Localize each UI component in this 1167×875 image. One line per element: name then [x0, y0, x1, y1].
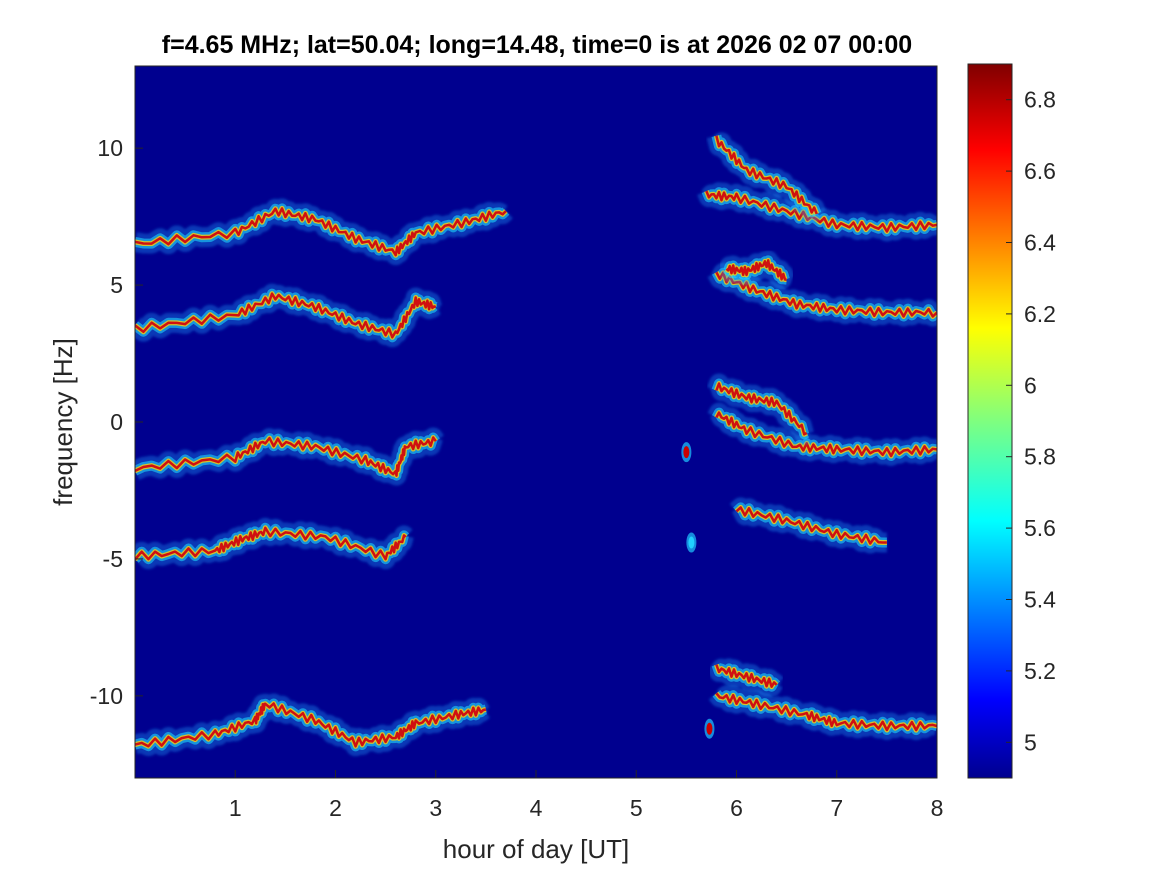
x-tick-label: 8 [931, 795, 944, 821]
trace-10 [135, 517, 414, 570]
spot-2 [706, 722, 713, 735]
colorbar-tick-label: 5.8 [1024, 444, 1056, 470]
trace-core [735, 506, 887, 545]
trace-core [135, 292, 437, 339]
colorbar-tick-label: 5.6 [1024, 515, 1056, 541]
x-tick-label: 6 [730, 795, 743, 821]
trace-5 [707, 262, 937, 327]
colorbar-tick-label: 5.2 [1024, 658, 1056, 684]
plot-area [135, 66, 937, 778]
y-tick-label: 10 [97, 135, 123, 161]
y-tick-label: -5 [103, 546, 123, 572]
x-tick-label: 5 [630, 795, 643, 821]
trace-8 [707, 402, 937, 466]
trace-core [135, 207, 507, 257]
trace-core [725, 259, 787, 281]
x-tick-label: 3 [429, 795, 442, 821]
colorbar-tick-label: 6 [1024, 372, 1037, 398]
trace-13 [708, 685, 937, 741]
y-tick-label: 5 [110, 272, 123, 298]
trace-1 [135, 198, 513, 266]
x-tick-label: 7 [830, 795, 843, 821]
colorbar-tick-label: 6.8 [1024, 87, 1056, 113]
colorbar-axis: 6.8 6.6 6.4 6.2 6 5.8 5.6 5.4 5.2 5 [1006, 87, 1056, 755]
spot-3 [688, 536, 695, 549]
colorbar-tick-label: 6.2 [1024, 301, 1056, 327]
colorbar-tick-label: 5 [1024, 729, 1037, 755]
y-axis-label: frequency [Hz] [48, 338, 78, 506]
trace-core [715, 135, 818, 215]
y-tick-label: -10 [90, 683, 123, 709]
trace-core [135, 702, 487, 748]
trace-core [135, 526, 407, 561]
y-tick-label: 0 [110, 409, 123, 435]
trace-core [715, 692, 937, 732]
trace-core [715, 411, 937, 458]
spot-1 [683, 446, 690, 459]
trace-layer [135, 132, 937, 757]
plot-frame [134, 65, 938, 779]
trace-6 [718, 250, 795, 290]
chart-title: f=4.65 MHz; lat=50.04; long=14.48, time=… [162, 31, 912, 59]
trace-12 [135, 693, 494, 757]
x-axis-label: hour of day [UT] [443, 834, 629, 864]
trace-3 [706, 132, 826, 223]
colorbar [967, 63, 1013, 779]
trace-4 [135, 283, 445, 348]
trace-7 [135, 427, 444, 486]
y-axis: 10 5 0 -5 -10 [90, 135, 143, 709]
colorbar-tick-label: 5.4 [1024, 587, 1056, 613]
x-tick-label: 4 [530, 795, 543, 821]
trace-core [715, 664, 778, 688]
colorbar-tick-label: 6.6 [1024, 158, 1056, 184]
x-axis: 1 2 3 4 5 6 7 8 [229, 770, 944, 821]
x-tick-label: 1 [229, 795, 242, 821]
colorbar-tick-label: 6.4 [1024, 230, 1056, 256]
trace-11 [729, 497, 893, 554]
trace-9 [707, 373, 815, 445]
trace-core [715, 382, 808, 436]
x-tick-label: 2 [329, 795, 342, 821]
trace-core [715, 271, 937, 318]
spot-layer [681, 442, 715, 739]
trace-14 [706, 658, 785, 697]
trace-core [135, 436, 437, 477]
